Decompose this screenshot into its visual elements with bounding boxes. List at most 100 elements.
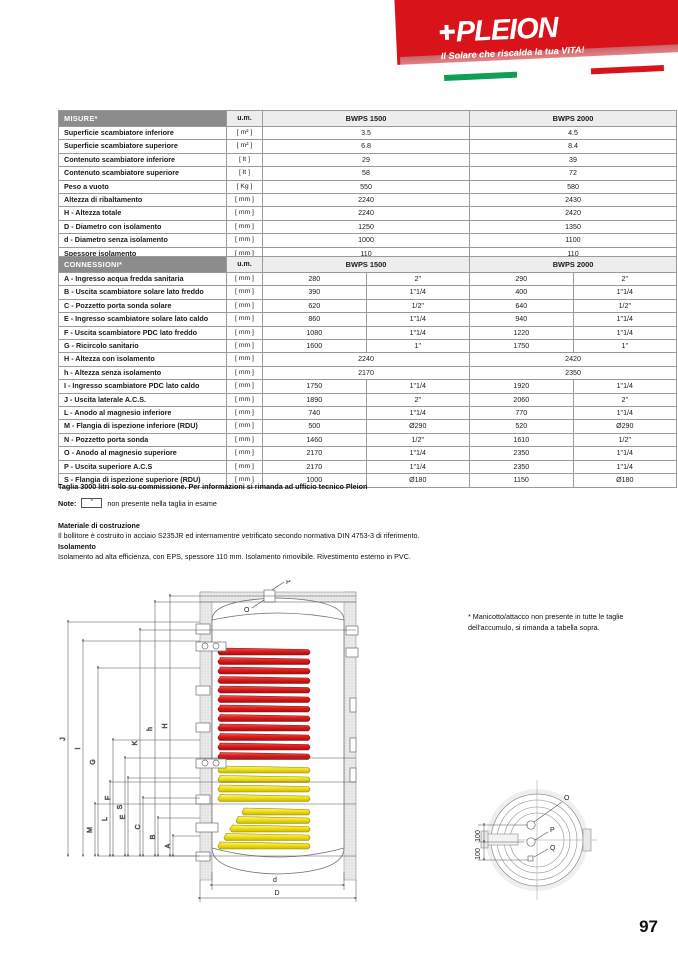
dim-label-J: J bbox=[60, 737, 67, 741]
coil-turn bbox=[217, 676, 311, 684]
table-row: C - Pozzetto porta sonda solare[ mm ] 620… bbox=[58, 298, 678, 314]
table-row: O - Anodo al magnesio superiore[ mm ] 217… bbox=[58, 446, 678, 461]
row-unit: [ lt ] bbox=[226, 152, 263, 168]
row-thread-model-1: 1"1/4 bbox=[365, 459, 471, 475]
row-value-model-2: 2430 bbox=[469, 193, 677, 208]
row-unit: [ mm ] bbox=[226, 365, 263, 381]
row-value-model-2: 1150 bbox=[469, 473, 574, 488]
coil-turn bbox=[217, 714, 311, 722]
row-value-model-1: 1890 bbox=[262, 392, 367, 408]
row-label: Contenuto scambiatore inferiore bbox=[58, 152, 227, 168]
materiale-title: Materiale di costruzione bbox=[58, 521, 140, 530]
table-row: Altezza di ribaltamento[ mm ] 2240 2430 bbox=[58, 193, 677, 208]
table-row: N - Pozzetto porta sonda[ mm ] 1460 1/2" 16… bbox=[58, 432, 678, 448]
table-row: F - Uscita scambiatore PDC lato freddo[ … bbox=[58, 325, 678, 341]
row-value-model-1: 1460 bbox=[262, 432, 367, 448]
table-row: d - Diametro senza isolamento[ mm ] 1000 1… bbox=[58, 233, 677, 248]
topview-label-Q: Q bbox=[550, 845, 556, 852]
row-unit: [ mm ] bbox=[226, 473, 263, 488]
row-unit: [ Kg ] bbox=[226, 179, 263, 195]
dim-d bbox=[210, 872, 346, 890]
table-row: E - Ingresso scambiatore solare lato cal… bbox=[58, 312, 678, 327]
isolamento-body: Isolamento ad alta efficienza, con EPS, … bbox=[58, 552, 411, 561]
dim-label-D: D bbox=[274, 890, 279, 897]
row-label: Altezza di ribaltamento bbox=[58, 193, 227, 208]
coil-turn bbox=[217, 657, 311, 665]
row-unit: [ mm ] bbox=[226, 219, 263, 235]
row-value-model-2: 2350 bbox=[469, 459, 574, 475]
row-value-model-2: 290 bbox=[469, 271, 574, 287]
row-thread-model-2: 1/2" bbox=[572, 298, 678, 314]
row-value-model-1: 620 bbox=[262, 298, 367, 314]
row-thread-model-2: 1" bbox=[572, 339, 678, 354]
header-model-2: BWPS 2000 bbox=[469, 256, 678, 273]
row-unit: [ mm ] bbox=[226, 406, 263, 421]
flag-white bbox=[517, 68, 591, 78]
row-label: L - Anodo al magnesio inferiore bbox=[58, 406, 227, 421]
row-value-model-2: 2350 bbox=[469, 365, 678, 381]
callout-label-P: P bbox=[286, 580, 291, 586]
row-thread-model-2: 2" bbox=[572, 392, 678, 408]
row-value-model-1: 500 bbox=[262, 419, 367, 434]
coil-turn bbox=[217, 742, 311, 751]
row-value-model-1: 2170 bbox=[262, 446, 367, 461]
coil-turn bbox=[217, 723, 311, 732]
callout-O bbox=[251, 599, 265, 609]
topview-label-O: O bbox=[564, 795, 570, 802]
row-thread-model-1: 1"1/4 bbox=[365, 325, 471, 341]
coil-turn bbox=[229, 824, 311, 833]
row-thread-model-2: 1"1/4 bbox=[572, 379, 678, 394]
row-value-model-2: 520 bbox=[469, 419, 574, 434]
row-thread-model-2: 1"1/4 bbox=[572, 285, 678, 300]
row-thread-model-2: 1"1/4 bbox=[572, 459, 678, 475]
coil-turn bbox=[217, 666, 311, 675]
row-label: d - Diametro senza isolamento bbox=[58, 233, 227, 248]
row-thread-model-1: Ø290 bbox=[365, 419, 471, 434]
row-label: C - Pozzetto porta sonda solare bbox=[58, 298, 227, 314]
row-value-model-2: 72 bbox=[469, 166, 677, 181]
row-value-model-2: 2060 bbox=[469, 392, 574, 408]
row-value-model-1: 2240 bbox=[261, 352, 471, 367]
table-connessioni: CONNESSIONI* u.m. BWPS 1500 BWPS 2000 A … bbox=[58, 256, 678, 488]
topview-dim-100-lower: 100 bbox=[475, 848, 482, 860]
row-label: F - Uscita scambiatore PDC lato freddo bbox=[58, 325, 227, 341]
row-thread-model-1: 1"1/4 bbox=[365, 285, 471, 300]
row-value-model-1: 1750 bbox=[262, 379, 367, 394]
row-label: O - Anodo al magnesio superiore bbox=[58, 446, 227, 461]
row-value-model-1: 2170 bbox=[262, 459, 367, 475]
row-value-model-2: 2420 bbox=[469, 352, 678, 367]
dim-D bbox=[198, 880, 358, 902]
row-value-model-2: 1350 bbox=[469, 219, 677, 235]
table-misure-header-row: MISURE* u.m. BWPS 1500 BWPS 2000 bbox=[58, 110, 677, 127]
table-misure: MISURE* u.m. BWPS 1500 BWPS 2000 Superfi… bbox=[58, 110, 677, 262]
row-label: D - Diametro con isolamento bbox=[58, 219, 227, 235]
table-row: h - Altezza senza isolamento[ mm ] 2170 23… bbox=[58, 365, 678, 381]
table-row: H - Altezza con isolamento[ mm ] 2240 2420 bbox=[58, 352, 678, 367]
table-row: Contenuto scambiatore superiore[ lt ] 58 7… bbox=[58, 166, 677, 181]
row-value-model-2: 1220 bbox=[469, 325, 574, 341]
topview-dim-100-upper: 100 bbox=[475, 830, 482, 842]
coil-turn bbox=[223, 833, 311, 841]
drawing-note: * Manicotto/attacco non presente in tutt… bbox=[468, 612, 624, 632]
row-unit: [ mm ] bbox=[226, 379, 263, 394]
table-row: Superficie scambiatore superiore[ m² ] 6.… bbox=[58, 139, 677, 154]
note-legend-row: Note: non presente nella taglia in esame bbox=[58, 495, 217, 508]
table-row: Peso a vuoto[ Kg ] 550 580 bbox=[58, 179, 677, 195]
coil-turn bbox=[217, 784, 311, 793]
coil-turn bbox=[235, 816, 311, 824]
row-value-model-1: 3.5 bbox=[262, 125, 470, 141]
row-label: G - Ricircolo sanitario bbox=[58, 339, 227, 354]
row-value-model-2: 770 bbox=[469, 406, 574, 421]
plus-icon bbox=[439, 25, 455, 41]
coil-turn bbox=[241, 807, 311, 816]
dim-label-C: C bbox=[135, 824, 142, 829]
table-row: B - Uscita scambiatore solare lato fredd… bbox=[58, 285, 678, 300]
note-commission: Taglia 3000 litri solo su commissione. P… bbox=[58, 482, 368, 491]
row-value-model-2: 1920 bbox=[469, 379, 574, 394]
row-thread-model-2: Ø180 bbox=[572, 473, 678, 488]
row-unit: [ mm ] bbox=[226, 392, 263, 408]
table-row: Superficie scambiatore inferiore[ m² ] 3.… bbox=[58, 125, 677, 141]
row-value-model-1: 29 bbox=[262, 152, 470, 168]
table-row: G - Ricircolo sanitario[ mm ] 1600 1" 1750 1… bbox=[58, 339, 678, 354]
